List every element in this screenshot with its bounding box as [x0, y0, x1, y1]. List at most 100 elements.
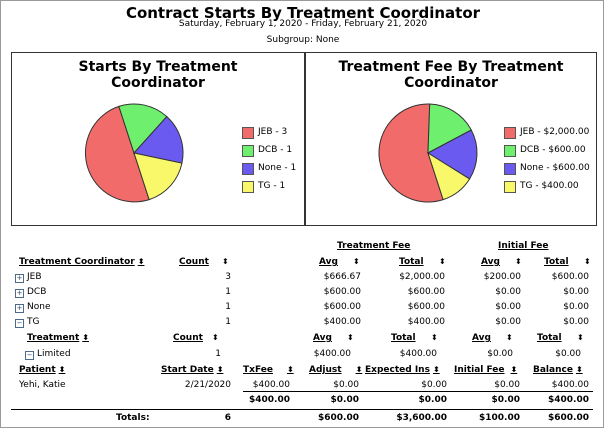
- pie-slice-tg: [427, 151, 471, 201]
- cell-patient[interactable]: Yehi, Katie: [19, 380, 66, 390]
- sort-icon[interactable]: ⬍: [347, 333, 354, 342]
- sort-icon[interactable]: ⬍: [353, 257, 360, 266]
- pie-slice-jeb: [84, 105, 150, 203]
- sort-icon[interactable]: ⬍: [286, 365, 294, 374]
- sort-icon[interactable]: ⬍: [506, 333, 513, 342]
- cell-balance: $400.00: [551, 380, 589, 390]
- header-initial-fee[interactable]: Initial Fee ⬍: [454, 365, 518, 375]
- treatment-fee-chart-title: Treatment Fee By Treatment Coordinator: [338, 59, 564, 91]
- legend-swatch: [242, 127, 254, 139]
- header-treatment-coordinator[interactable]: Treatment Coordinator ⬍: [19, 257, 145, 267]
- totals-col3: $600.00: [318, 413, 359, 423]
- collapse-icon[interactable]: −: [15, 319, 24, 328]
- row-expander[interactable]: − TG: [15, 317, 40, 328]
- cell-tf-avg: $400.00: [323, 317, 361, 327]
- header-tf-avg[interactable]: Avg: [319, 257, 338, 267]
- cell-if-total: $600.00: [551, 272, 589, 282]
- legend-swatch: [504, 145, 516, 157]
- collapse-icon[interactable]: −: [25, 351, 34, 360]
- sort-icon[interactable]: ⬍: [212, 333, 219, 342]
- header-if-avg[interactable]: Avg: [481, 257, 500, 267]
- report-subgroup: Subgroup: None: [266, 35, 340, 45]
- cell-adjust: $0.00: [333, 380, 359, 390]
- report-title: Contract Starts By Treatment Coordinator: [125, 4, 481, 22]
- sort-icon[interactable]: ⬍: [439, 257, 446, 266]
- header-if-total[interactable]: Total: [544, 257, 569, 267]
- row-expander[interactable]: + None: [15, 302, 51, 313]
- cell-count: 1: [215, 349, 221, 359]
- sort-icon[interactable]: ⬍: [584, 257, 591, 266]
- group-header-treatment-fee: Treatment Fee: [337, 241, 411, 251]
- subtotal-expected-ins: $0.00: [418, 395, 447, 405]
- treatment-fee-chart: Treatment Fee By Treatment Coordinator J…: [305, 52, 597, 226]
- header-sub-tf-avg[interactable]: Avg: [313, 333, 332, 343]
- cell-expected-ins: $0.00: [421, 380, 447, 390]
- totals-count: 6: [224, 413, 231, 423]
- legend-swatch: [504, 127, 516, 139]
- starts-chart-title: Starts By Treatment Coordinator: [78, 59, 238, 91]
- sort-icon[interactable]: ⬍: [575, 365, 583, 374]
- sort-icon[interactable]: ⬍: [58, 365, 66, 374]
- header-sub-tf-total[interactable]: Total: [391, 333, 416, 343]
- expand-icon[interactable]: +: [15, 274, 24, 283]
- cell-if-avg: $0.00: [495, 317, 521, 327]
- header-txfee[interactable]: TxFee ⬍: [243, 365, 294, 375]
- cell-if-total: $0.00: [563, 302, 589, 312]
- treatment-fee-pie: [378, 103, 478, 203]
- legend-swatch: [504, 163, 516, 175]
- header-count[interactable]: Count: [179, 257, 209, 267]
- sort-icon[interactable]: ⬍: [82, 333, 89, 342]
- cell-count: 3: [225, 272, 231, 282]
- sort-icon[interactable]: ⬍: [222, 257, 229, 266]
- cell-count: 1: [225, 317, 231, 327]
- expand-icon[interactable]: +: [15, 289, 24, 298]
- sort-icon[interactable]: ⬍: [355, 365, 363, 374]
- sort-icon[interactable]: ⬍: [577, 333, 584, 342]
- cell-if-avg: $200.00: [483, 272, 521, 282]
- header-balance[interactable]: Balance ⬍: [533, 365, 583, 375]
- header-sub-count[interactable]: Count: [173, 333, 203, 343]
- group-header-initial-fee: Initial Fee: [498, 241, 549, 251]
- row-expander[interactable]: + DCB: [15, 287, 47, 298]
- header-adjust[interactable]: Adjust ⬍: [309, 365, 363, 375]
- row-expander[interactable]: + JEB: [15, 272, 42, 283]
- cell-initial-fee: $0.00: [494, 380, 520, 390]
- cell-if-total: $0.00: [563, 287, 589, 297]
- expand-icon[interactable]: +: [15, 304, 24, 313]
- divider: [243, 391, 593, 392]
- cell-tf-avg: $600.00: [323, 287, 361, 297]
- header-tf-total[interactable]: Total: [399, 257, 424, 267]
- sort-icon[interactable]: ⬍: [137, 257, 145, 266]
- pie-slice-jeb: [378, 103, 444, 203]
- sort-icon[interactable]: ⬍: [510, 365, 518, 374]
- cell-start-date: 2/21/2020: [184, 380, 231, 390]
- header-patient[interactable]: Patient ⬍: [19, 365, 66, 375]
- cell-tf-total: $600.00: [407, 302, 445, 312]
- cell-tf-avg: $666.67: [323, 272, 361, 282]
- header-sub-if-avg[interactable]: Avg: [472, 333, 491, 343]
- subtotal-adjust: $0.00: [330, 395, 359, 405]
- pie-slice-dcb: [427, 103, 472, 154]
- legend-swatch: [504, 181, 516, 193]
- cell-if-avg: $0.00: [495, 302, 521, 312]
- header-sub-if-total[interactable]: Total: [537, 333, 562, 343]
- cell-txfee: $400.00: [252, 380, 290, 390]
- header-treatment[interactable]: Treatment ⬍: [27, 333, 89, 343]
- sort-icon[interactable]: ⬍: [515, 257, 522, 266]
- row-expander[interactable]: − Limited: [25, 349, 71, 360]
- cell-tf-total: $2,000.00: [399, 272, 445, 282]
- header-start-date[interactable]: Start Date ⬍: [161, 365, 224, 375]
- sort-icon[interactable]: ⬍: [216, 365, 224, 374]
- sort-icon[interactable]: ⬍: [431, 333, 438, 342]
- cell-if-avg: $0.00: [495, 287, 521, 297]
- cell-tf-total: $400.00: [399, 349, 437, 359]
- cell-if-total: $0.00: [555, 349, 581, 359]
- header-expected-ins[interactable]: Expected Ins ⬍: [365, 365, 440, 375]
- sort-icon[interactable]: ⬍: [432, 365, 440, 374]
- totals-col6: $600.00: [548, 413, 589, 423]
- legend-swatch: [242, 145, 254, 157]
- cell-tf-avg: $600.00: [323, 302, 361, 312]
- totals-col4: $3,600.00: [396, 413, 447, 423]
